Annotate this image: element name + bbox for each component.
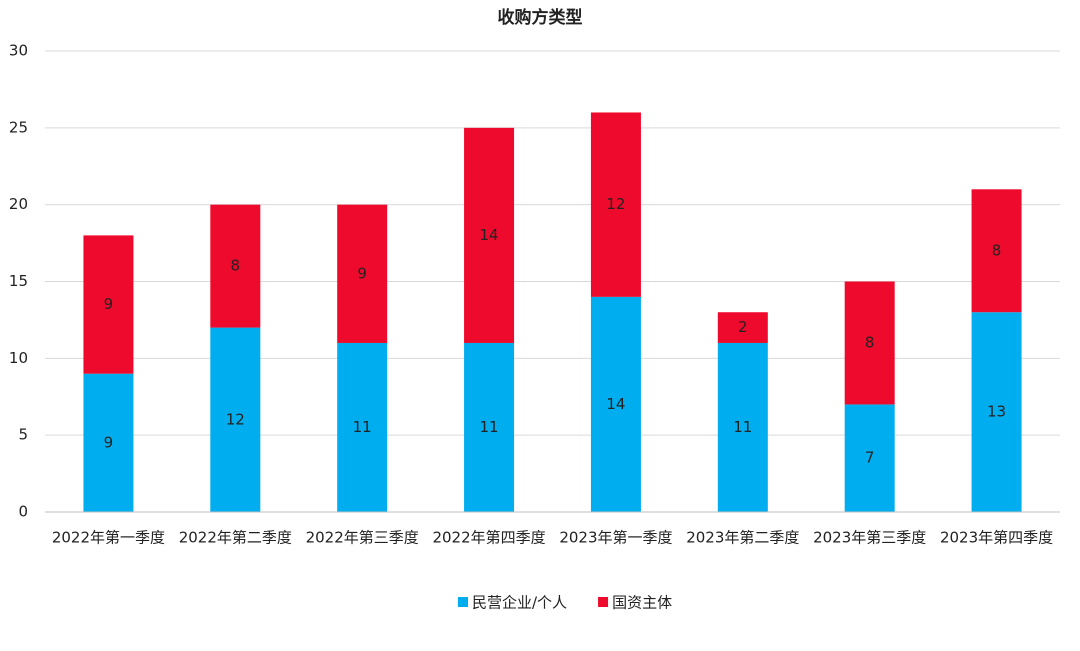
- data-label: 11: [480, 418, 499, 436]
- bar-segment: [717, 312, 768, 343]
- legend-label: 国资主体: [612, 594, 672, 612]
- bar-segment: [717, 342, 768, 512]
- y-tick-label: 5: [18, 426, 28, 444]
- data-label: 8: [992, 241, 1002, 259]
- bar-segment: [210, 327, 261, 512]
- bar-segment: [971, 312, 1022, 512]
- data-label: 11: [733, 418, 752, 436]
- data-label: 2: [738, 318, 748, 336]
- y-tick-label: 25: [9, 118, 28, 136]
- data-label: 7: [865, 449, 875, 467]
- data-label: 14: [480, 226, 499, 244]
- x-tick-label: 2023年第三季度: [813, 529, 926, 547]
- y-tick-label: 20: [9, 195, 28, 213]
- bar-segment: [337, 204, 388, 343]
- data-label: 9: [104, 295, 114, 313]
- x-tick-label: 2022年第三季度: [306, 529, 419, 547]
- data-label: 8: [231, 257, 241, 275]
- data-label: 13: [987, 403, 1006, 421]
- bar-segment: [971, 189, 1022, 313]
- bar-segment: [464, 342, 515, 512]
- bar-segment: [210, 204, 261, 328]
- bar-segment: [464, 127, 515, 343]
- data-label: 9: [357, 264, 367, 282]
- data-label: 9: [104, 433, 114, 451]
- data-label: 12: [226, 410, 245, 428]
- data-label: 8: [865, 333, 875, 351]
- x-tick-label: 2022年第一季度: [52, 529, 165, 547]
- x-tick-label: 2023年第二季度: [686, 529, 799, 547]
- bar-segment: [590, 296, 641, 512]
- bar-segment: [83, 235, 134, 374]
- legend-swatch: [458, 597, 468, 607]
- x-tick-label: 2022年第二季度: [179, 529, 292, 547]
- bar-segment: [844, 404, 895, 512]
- chart-title: 收购方类型: [498, 7, 583, 28]
- y-tick-label: 15: [9, 272, 28, 290]
- bar-segment: [83, 373, 134, 512]
- legend-swatch: [598, 597, 609, 607]
- legend-label: 民营企业/个人: [472, 594, 567, 612]
- data-label: 11: [353, 418, 372, 436]
- data-label: 12: [606, 195, 625, 213]
- y-tick-label: 10: [9, 349, 28, 367]
- x-tick-label: 2023年第四季度: [940, 529, 1053, 547]
- y-tick-label: 0: [18, 503, 28, 521]
- bar-segment: [590, 112, 641, 297]
- x-tick-label: 2022年第四季度: [432, 529, 545, 547]
- y-tick-label: 30: [9, 42, 28, 60]
- bar-segment: [337, 342, 388, 512]
- bar-segment: [844, 281, 895, 405]
- x-tick-label: 2023年第一季度: [559, 529, 672, 547]
- data-label: 14: [606, 395, 625, 413]
